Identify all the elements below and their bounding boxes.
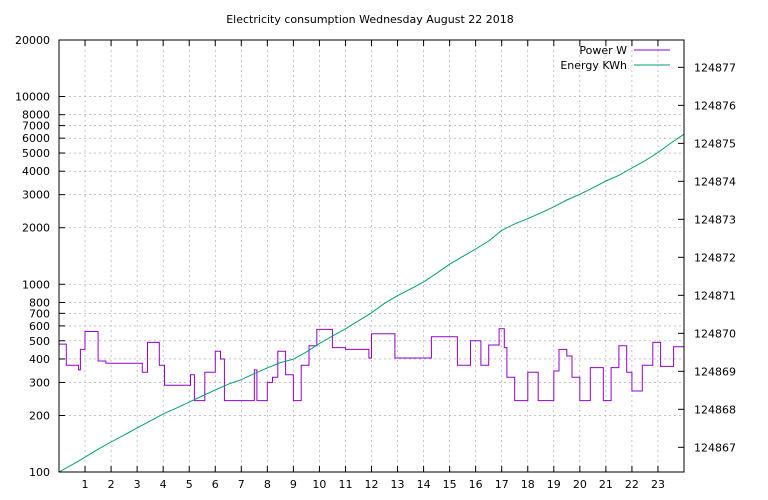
y-tick-label: 4000 [22,165,50,178]
legend-label: Energy KWh [560,59,627,72]
grid [59,40,684,472]
y-tick-label: 200 [29,409,50,422]
y-tick-label: 2000 [22,222,50,235]
y-tick-label: 400 [29,353,50,366]
y-tick-label: 500 [29,335,50,348]
y-tick-label: 1000 [22,278,50,291]
x-tick-label: 9 [290,478,297,491]
x-tick-label: 18 [521,478,535,491]
x-tick-label: 15 [443,478,457,491]
x-tick-label: 13 [391,478,405,491]
y2-tick-label: 124876 [694,99,736,112]
y2-tick-label: 124875 [694,137,736,150]
plot-frame [58,39,685,473]
y-tick-label: 5000 [22,147,50,160]
y-tick-label: 300 [29,376,50,389]
x-tick-label: 7 [238,478,245,491]
y2-tick-label: 124874 [694,175,736,188]
x-tick-label: 2 [108,478,115,491]
series-layer [58,133,685,473]
y2-tick-label: 124871 [694,289,736,302]
x-tick-label: 17 [495,478,509,491]
y-tick-label: 800 [29,296,50,309]
chart-title: Electricity consumption Wednesday August… [226,13,514,26]
y-tick-label: 700 [29,307,50,320]
x-tick-label: 22 [625,478,639,491]
x-tick-label: 14 [417,478,431,491]
x-tick-label: 10 [312,478,326,491]
y2-tick-label: 124872 [694,251,736,264]
x-tick-label: 23 [651,478,665,491]
x-tick-label: 5 [186,478,193,491]
y2-tick-label: 124868 [694,403,736,416]
x-tick-label: 16 [469,478,483,491]
x-tick-label: 20 [573,478,587,491]
x-tick-label: 11 [338,478,352,491]
axes: 1 2 3 4 5 6 7 8 9 10 11 12 13 14 15 16 17 18 19 20 21 22 23100… [15,34,736,491]
y2-tick-label: 124877 [694,61,736,74]
x-tick-label: 12 [365,478,379,491]
power-w-line [59,328,685,402]
x-tick-label: 21 [599,478,613,491]
y2-tick-label: 124873 [694,213,736,226]
energy-kwh-line [58,133,685,473]
y-tick-label: 100 [29,466,50,479]
x-tick-label: 19 [547,478,561,491]
x-tick-label: 1 [82,478,89,491]
x-tick-label: 6 [212,478,219,491]
legend-label: Power W [579,44,627,57]
x-tick-label: 3 [134,478,141,491]
legend: Power W Energy KWh [560,44,670,72]
y2-tick-label: 124870 [694,327,736,340]
y2-tick-label: 124867 [694,441,736,454]
y-tick-label: 3000 [22,189,50,202]
y-tick-label: 20000 [15,34,50,47]
y-tick-label: 7000 [22,120,50,133]
y-tick-label: 600 [29,320,50,333]
y-tick-label: 8000 [22,109,50,122]
x-tick-label: 4 [160,478,167,491]
x-tick-label: 8 [264,478,271,491]
y2-tick-label: 124869 [694,365,736,378]
y-tick-label: 6000 [22,132,50,145]
y-tick-label: 10000 [15,91,50,104]
